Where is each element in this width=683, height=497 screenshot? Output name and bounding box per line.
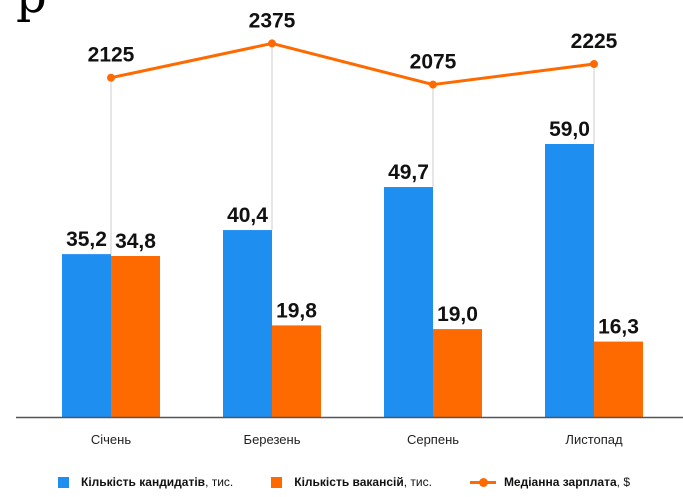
bar-series (62, 144, 643, 417)
legend-label-salary: Медіанна зарплата (503, 475, 617, 489)
bar-vacancies (272, 325, 321, 417)
bar-candidates (384, 187, 433, 417)
data-label-candidates: 35,2 (66, 228, 107, 251)
cropped-glyph: p (16, 0, 47, 20)
salary-point (429, 80, 437, 89)
salary-point (268, 39, 276, 48)
salary-point (590, 60, 598, 68)
legend-label-candidates: Кількість кандидатів (81, 475, 206, 489)
bar-vacancies (433, 329, 482, 417)
legend-unit-candidates: , тис. (205, 475, 234, 489)
data-label-vacancies: 19,0 (437, 303, 478, 326)
data-label-vacancies: 34,8 (115, 230, 156, 253)
data-label-salary: 2075 (410, 51, 457, 74)
legend-label-vacancies: Кількість вакансій (294, 475, 404, 489)
category-label: Березень (244, 432, 301, 447)
category-label: Серпень (407, 432, 459, 447)
data-label-candidates: 40,4 (227, 204, 268, 227)
bar-vacancies (594, 341, 643, 417)
category-label: Січень (91, 432, 131, 447)
legend-swatch-salary (469, 477, 496, 488)
bar-candidates (62, 254, 111, 417)
data-label-vacancies: 16,3 (598, 316, 639, 339)
data-label-salary: 2125 (88, 44, 135, 67)
data-labels: 35,2 40,4 49,7 59,0 34,8 19,8 19,0 16,3 2125 2375… (66, 9, 639, 338)
data-label-candidates: 59,0 (549, 118, 590, 141)
category-label: Листопад (565, 432, 623, 447)
salary-guide-lines (110, 43, 595, 255)
legend: Кількість кандидатів, тис. Кількість вак… (58, 473, 630, 491)
legend-swatch-candidates (58, 476, 69, 488)
legend-unit-salary: , $ (616, 475, 630, 489)
salary-line (110, 41, 595, 87)
legend-swatch-vacancies (271, 476, 283, 488)
salary-point (107, 73, 115, 82)
data-label-salary: 2375 (249, 9, 296, 32)
bar-candidates (223, 230, 272, 417)
data-label-vacancies: 19,8 (276, 299, 317, 322)
bar-vacancies (111, 255, 160, 417)
legend-item-salary: Медіанна зарплата, $ (469, 475, 630, 489)
legend-item-candidates: Кількість кандидатів, тис. (58, 475, 233, 489)
legend-unit-vacancies: , тис. (403, 475, 432, 489)
category-labels: Січень Березень Серпень Листопад (91, 432, 623, 447)
data-label-salary: 2225 (571, 30, 618, 53)
bar-candidates (545, 144, 594, 417)
legend-item-vacancies: Кількість вакансій, тис. (271, 475, 432, 489)
salary-line-series (107, 39, 598, 89)
cropped-header-fragment: p (0, 0, 683, 24)
data-label-candidates: 49,7 (388, 161, 429, 184)
